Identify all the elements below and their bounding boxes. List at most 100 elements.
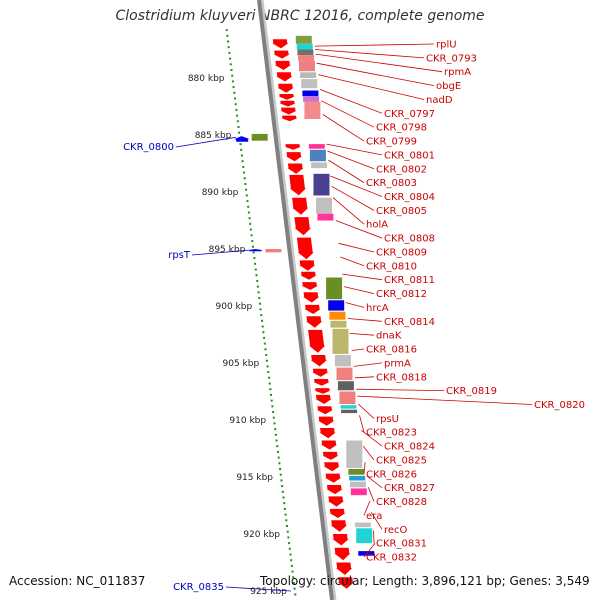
tick-minor (260, 314, 263, 317)
gene-label: nadD (426, 95, 453, 106)
tick-minor (259, 302, 261, 305)
tick-minor (256, 279, 259, 282)
gene-leader-line (335, 220, 383, 239)
tick-minor (288, 547, 291, 550)
tick-minor (294, 593, 297, 596)
cog-box (350, 488, 367, 496)
gene-label: CKR_0800 (123, 142, 174, 153)
forward-gene-arrow (300, 271, 317, 280)
forward-gene-arrow (304, 304, 321, 314)
gene-label: CKR_0812 (376, 289, 427, 300)
tick-minor (247, 205, 250, 208)
tick-minor (259, 308, 262, 311)
gene-leader-line (354, 376, 375, 379)
gene-leader-line (366, 475, 383, 489)
tick-minor (290, 559, 293, 562)
tick-minor (229, 57, 232, 60)
cog-box (334, 355, 351, 367)
tick-minor (267, 371, 270, 374)
tick-minor (282, 496, 285, 499)
tick-minor (280, 479, 283, 482)
gene-label: CKR_0826 (366, 469, 417, 480)
tick-minor (249, 222, 252, 225)
gene-label: CKR_0814 (384, 317, 435, 328)
forward-gene-arrow (299, 260, 316, 271)
tick-minor (261, 319, 263, 322)
tick-minor (229, 63, 232, 66)
tick-label: 910 kbp (229, 416, 266, 426)
tick-minor (289, 553, 292, 556)
gene-label: CKR_0828 (376, 497, 427, 508)
tick-minor (230, 69, 233, 71)
tick-minor (287, 536, 290, 539)
tick-label: 900 kbp (216, 302, 253, 312)
gene-leader-line (330, 175, 383, 197)
tick-minor (240, 148, 243, 151)
forward-gene-arrow (287, 163, 304, 174)
tick-minor (232, 86, 235, 89)
gene-label: CKR_0798 (376, 123, 427, 134)
cog-box (304, 101, 321, 119)
cog-box (309, 149, 326, 162)
tick-minor (272, 416, 275, 419)
reverse-gene-arrow (247, 249, 264, 252)
forward-gene-arrow (281, 115, 298, 122)
tick-minor (239, 143, 242, 146)
forward-gene-arrow (314, 388, 331, 394)
cog-box (302, 90, 319, 97)
cog-box (339, 391, 356, 404)
tick-minor (225, 29, 228, 32)
tick-minor (268, 376, 270, 379)
gene-leader-line (316, 62, 435, 86)
tick-minor (227, 46, 230, 49)
gene-arrow-layer (233, 39, 354, 589)
cog-box (349, 481, 366, 488)
tick-minor (250, 234, 253, 237)
cog-box (299, 60, 315, 72)
tick-minor (277, 456, 280, 459)
gene-leader-line (353, 362, 383, 367)
cog-box (311, 162, 328, 169)
tick-minor (255, 274, 258, 277)
tick-label: 895 kbp (209, 245, 246, 255)
gene-label: CKR_0808 (384, 234, 435, 245)
gene-leader-line (356, 388, 445, 391)
gene-label: CKR_0831 (376, 539, 427, 550)
tick-minor (277, 450, 279, 453)
accession-label: Accession: NC_011837 (9, 574, 146, 588)
tick-layer: 880 kbp 885 kbp 890 kbp 895 kbp 900 kbp 905 k… (188, 29, 297, 597)
cog-box (330, 320, 347, 328)
forward-gene-arrow (329, 508, 346, 518)
gene-leader-line (363, 542, 376, 558)
gene-label: rpmA (444, 67, 471, 78)
gene-label: CKR_0804 (384, 192, 435, 203)
forward-gene-arrow (276, 72, 293, 82)
tick-minor (243, 177, 246, 180)
gene-leader-line (191, 249, 250, 256)
gene-label: CKR_0820 (534, 400, 585, 411)
cog-box (317, 213, 334, 221)
cog-box (332, 328, 349, 354)
tick-minor (258, 297, 261, 299)
tick-minor (249, 228, 252, 231)
forward-gene-arrow (313, 379, 330, 386)
cog-box (349, 475, 366, 481)
gene-leader-line (326, 143, 383, 156)
gene-label: CKR_0797 (384, 109, 435, 120)
gene-leader-line (327, 150, 375, 170)
gene-label: CKR_0827 (384, 483, 435, 494)
forward-gene-arrow (301, 282, 318, 290)
tick-minor (237, 126, 240, 128)
tick-minor (227, 40, 230, 43)
tick-label: 915 kbp (236, 473, 273, 483)
forward-gene-arrow (336, 562, 353, 575)
gene-label: CKR_0805 (376, 206, 427, 217)
tick-minor (275, 439, 278, 442)
cog-box (300, 72, 317, 78)
gene-leader-line (342, 273, 383, 281)
gene-label: dnaK (376, 331, 402, 342)
forward-gene-arrow (303, 292, 320, 303)
reverse-gene-arrow (233, 136, 250, 142)
topology-label: Topology: circular; Length: 3,896,121 bp… (260, 574, 590, 588)
